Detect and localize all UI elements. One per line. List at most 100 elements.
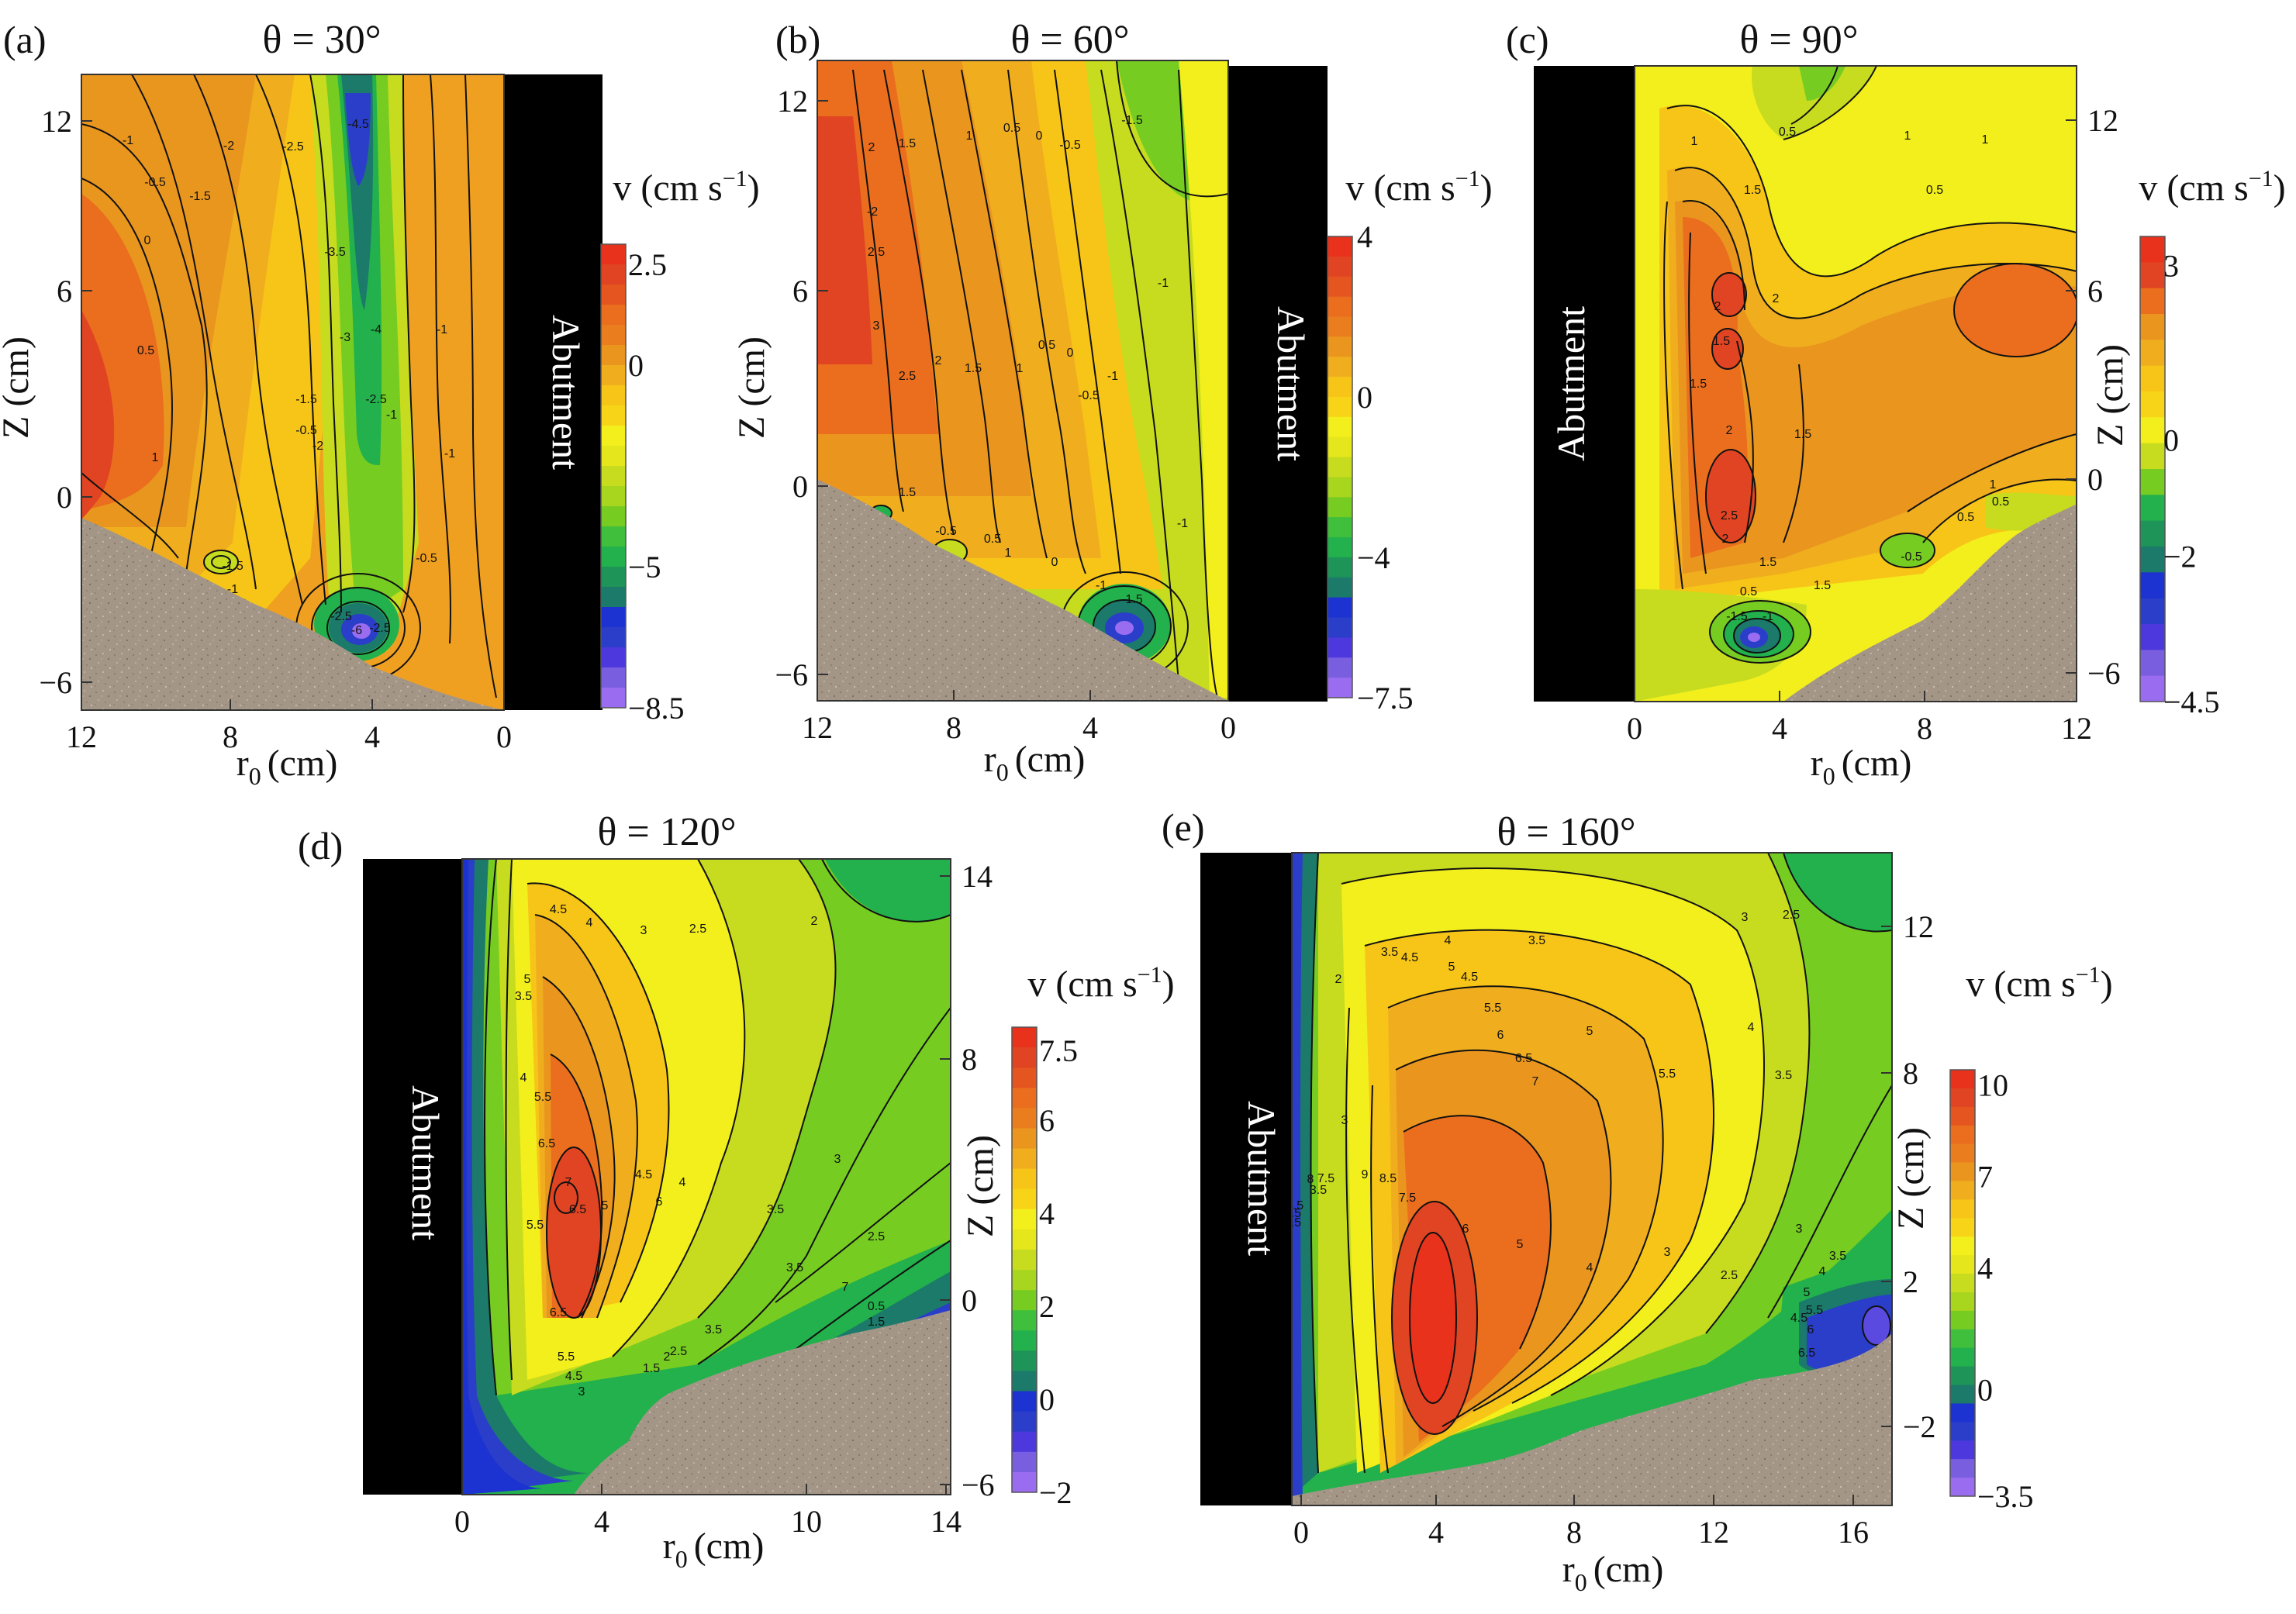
- y-axis-label: Z (cm): [731, 336, 772, 439]
- colorbar-tick-label: −2: [1039, 1475, 1072, 1510]
- y-tick-label: 6: [57, 274, 72, 309]
- colorbar-swatch: [1328, 557, 1352, 578]
- x-tick-label: 0: [454, 1504, 470, 1539]
- contour-label: 4.5: [1286, 1199, 1303, 1212]
- contour-label: -0.5: [935, 525, 957, 538]
- contour-label: 7: [565, 1176, 572, 1189]
- panel-label: (e): [1162, 805, 1205, 849]
- colorbar-swatch: [1328, 678, 1352, 698]
- x-tick-label: 4: [1428, 1515, 1444, 1550]
- contour-label: 2: [1722, 533, 1729, 546]
- colorbar-swatch: [601, 647, 626, 668]
- contour-label: 1: [1691, 135, 1698, 148]
- contour-label: -1: [1763, 610, 1773, 623]
- colorbar-tick-label: −7.5: [1357, 681, 1414, 716]
- contour-label: -1.5: [1121, 114, 1143, 127]
- colorbar-swatch: [1328, 457, 1352, 478]
- sediment-bed: [1783, 504, 2077, 702]
- axis-ticks: 12 8 4 0 12 6 0 −6 Z (cm) r0(cm): [0, 104, 512, 790]
- contour-label: 2.5: [1721, 509, 1738, 522]
- colorbar-swatch: [1950, 1181, 1975, 1200]
- colorbar-tick-label: 7: [1977, 1160, 1993, 1195]
- sediment-bed: [81, 518, 504, 710]
- colorbar-swatch: [601, 426, 626, 447]
- contour-labels: 3.54 3.53 2.524.554.55.566.5755.543.533.54…: [1286, 909, 1846, 1360]
- colorbar-swatch: [2140, 624, 2165, 650]
- contour-label: 2: [935, 354, 942, 367]
- x-axis-label: r0 (cm): [663, 1526, 765, 1573]
- colorbar-swatch: [601, 264, 626, 285]
- contour-label: 4: [1445, 934, 1452, 947]
- y-axis-label: Z (cm): [0, 336, 36, 439]
- contour-label: 4: [586, 916, 593, 929]
- contour-lines: [1663, 66, 2077, 664]
- colorbar-tick-label: −8.5: [628, 691, 685, 726]
- contour-label: -1: [444, 447, 455, 460]
- y-axis-label: Z (cm): [960, 1135, 1001, 1237]
- y-tick-label: −2: [1903, 1409, 1936, 1444]
- x-tick-label: 12: [66, 719, 97, 754]
- contour-label: 0.5: [137, 344, 154, 357]
- colorbar-swatch: [2140, 262, 2165, 289]
- contour-label: 3.5: [1775, 1069, 1792, 1082]
- contour-label: 3.5: [1829, 1250, 1846, 1263]
- contour-label: -3.5: [324, 246, 346, 259]
- colorbar-swatch: [1012, 1371, 1037, 1392]
- contour-label: 4.5: [1790, 1312, 1807, 1325]
- contour-labels: 2 1.510.50-0.5-1.5-22.532.521.5 10.50-0.5-…: [867, 114, 1188, 606]
- colorbar: 10 7 4 0 −3.5 v (cm s−1): [1949, 962, 2113, 1514]
- colorbar-swatch: [1328, 537, 1352, 558]
- colorbar-swatch: [1012, 1229, 1037, 1250]
- contour-label: 2.5: [868, 246, 885, 259]
- plot-frame: [817, 60, 1229, 702]
- colorbar-swatch: [1328, 396, 1352, 418]
- x-tick-label: 14: [930, 1504, 962, 1539]
- contour-label: 5.5: [1484, 1002, 1501, 1015]
- contour-label: 1.5: [899, 137, 916, 150]
- colorbar-swatch: [1950, 1422, 1975, 1441]
- panel-title: θ = 160°: [1497, 810, 1635, 854]
- colorbar-tick-label: 0: [1357, 380, 1372, 415]
- contour-label: 4: [1586, 1261, 1593, 1274]
- contour-label: 6: [1497, 1029, 1504, 1042]
- contour-label: 0.5: [1779, 126, 1796, 139]
- colorbar-swatch: [1012, 1330, 1037, 1351]
- colorbar-swatch: [601, 587, 626, 608]
- contour-label: 5.5: [1659, 1067, 1676, 1081]
- colorbar-title: v (cm s−1): [2139, 166, 2285, 209]
- x-axis-label: r0 (cm): [1811, 743, 1912, 790]
- colorbar-swatch: [2140, 288, 2165, 315]
- colorbar-swatch: [1328, 296, 1352, 317]
- colorbar-swatch: [1950, 1070, 1975, 1089]
- contour-label: 4.5: [1401, 951, 1418, 964]
- y-tick-label: 12: [41, 104, 72, 139]
- colorbar-tick-label: 4: [1977, 1250, 1993, 1285]
- colorbar-swatch: [2140, 340, 2165, 367]
- sediment-bed: [574, 1310, 951, 1495]
- x-tick-label: 0: [496, 719, 512, 754]
- x-tick-label: 12: [802, 710, 833, 745]
- x-axis-label: r0 (cm): [237, 743, 338, 790]
- y-tick-label: 12: [777, 84, 808, 119]
- colorbar-swatch: [601, 466, 626, 487]
- contour-lines: [1310, 853, 1892, 1474]
- panel-title: θ = 60°: [1010, 18, 1129, 62]
- contour-label: -1: [1107, 370, 1118, 383]
- abutment: [363, 859, 462, 1495]
- colorbar: 4 0 −4 −7.5 v (cm s−1): [1327, 166, 1493, 716]
- colorbar-swatch: [1012, 1188, 1037, 1210]
- x-tick-label: 4: [1772, 711, 1787, 746]
- colorbar-tick-label: 6: [1039, 1103, 1055, 1138]
- contour-label: 4.5: [1461, 971, 1478, 984]
- colorbar-swatch: [1950, 1255, 1975, 1274]
- x-tick-label: 16: [1838, 1515, 1869, 1550]
- plot-frame: [1634, 65, 2077, 702]
- abutment: [1228, 66, 1328, 702]
- colorbar-swatch: [1950, 1347, 1975, 1367]
- panel-b: (b) θ = 60°: [731, 18, 1493, 786]
- colorbar-title: v (cm s−1): [613, 166, 759, 209]
- contour-label: 1.5: [868, 1316, 885, 1329]
- colorbar-swatch: [1328, 577, 1352, 598]
- colorbar-swatch: [1328, 256, 1352, 278]
